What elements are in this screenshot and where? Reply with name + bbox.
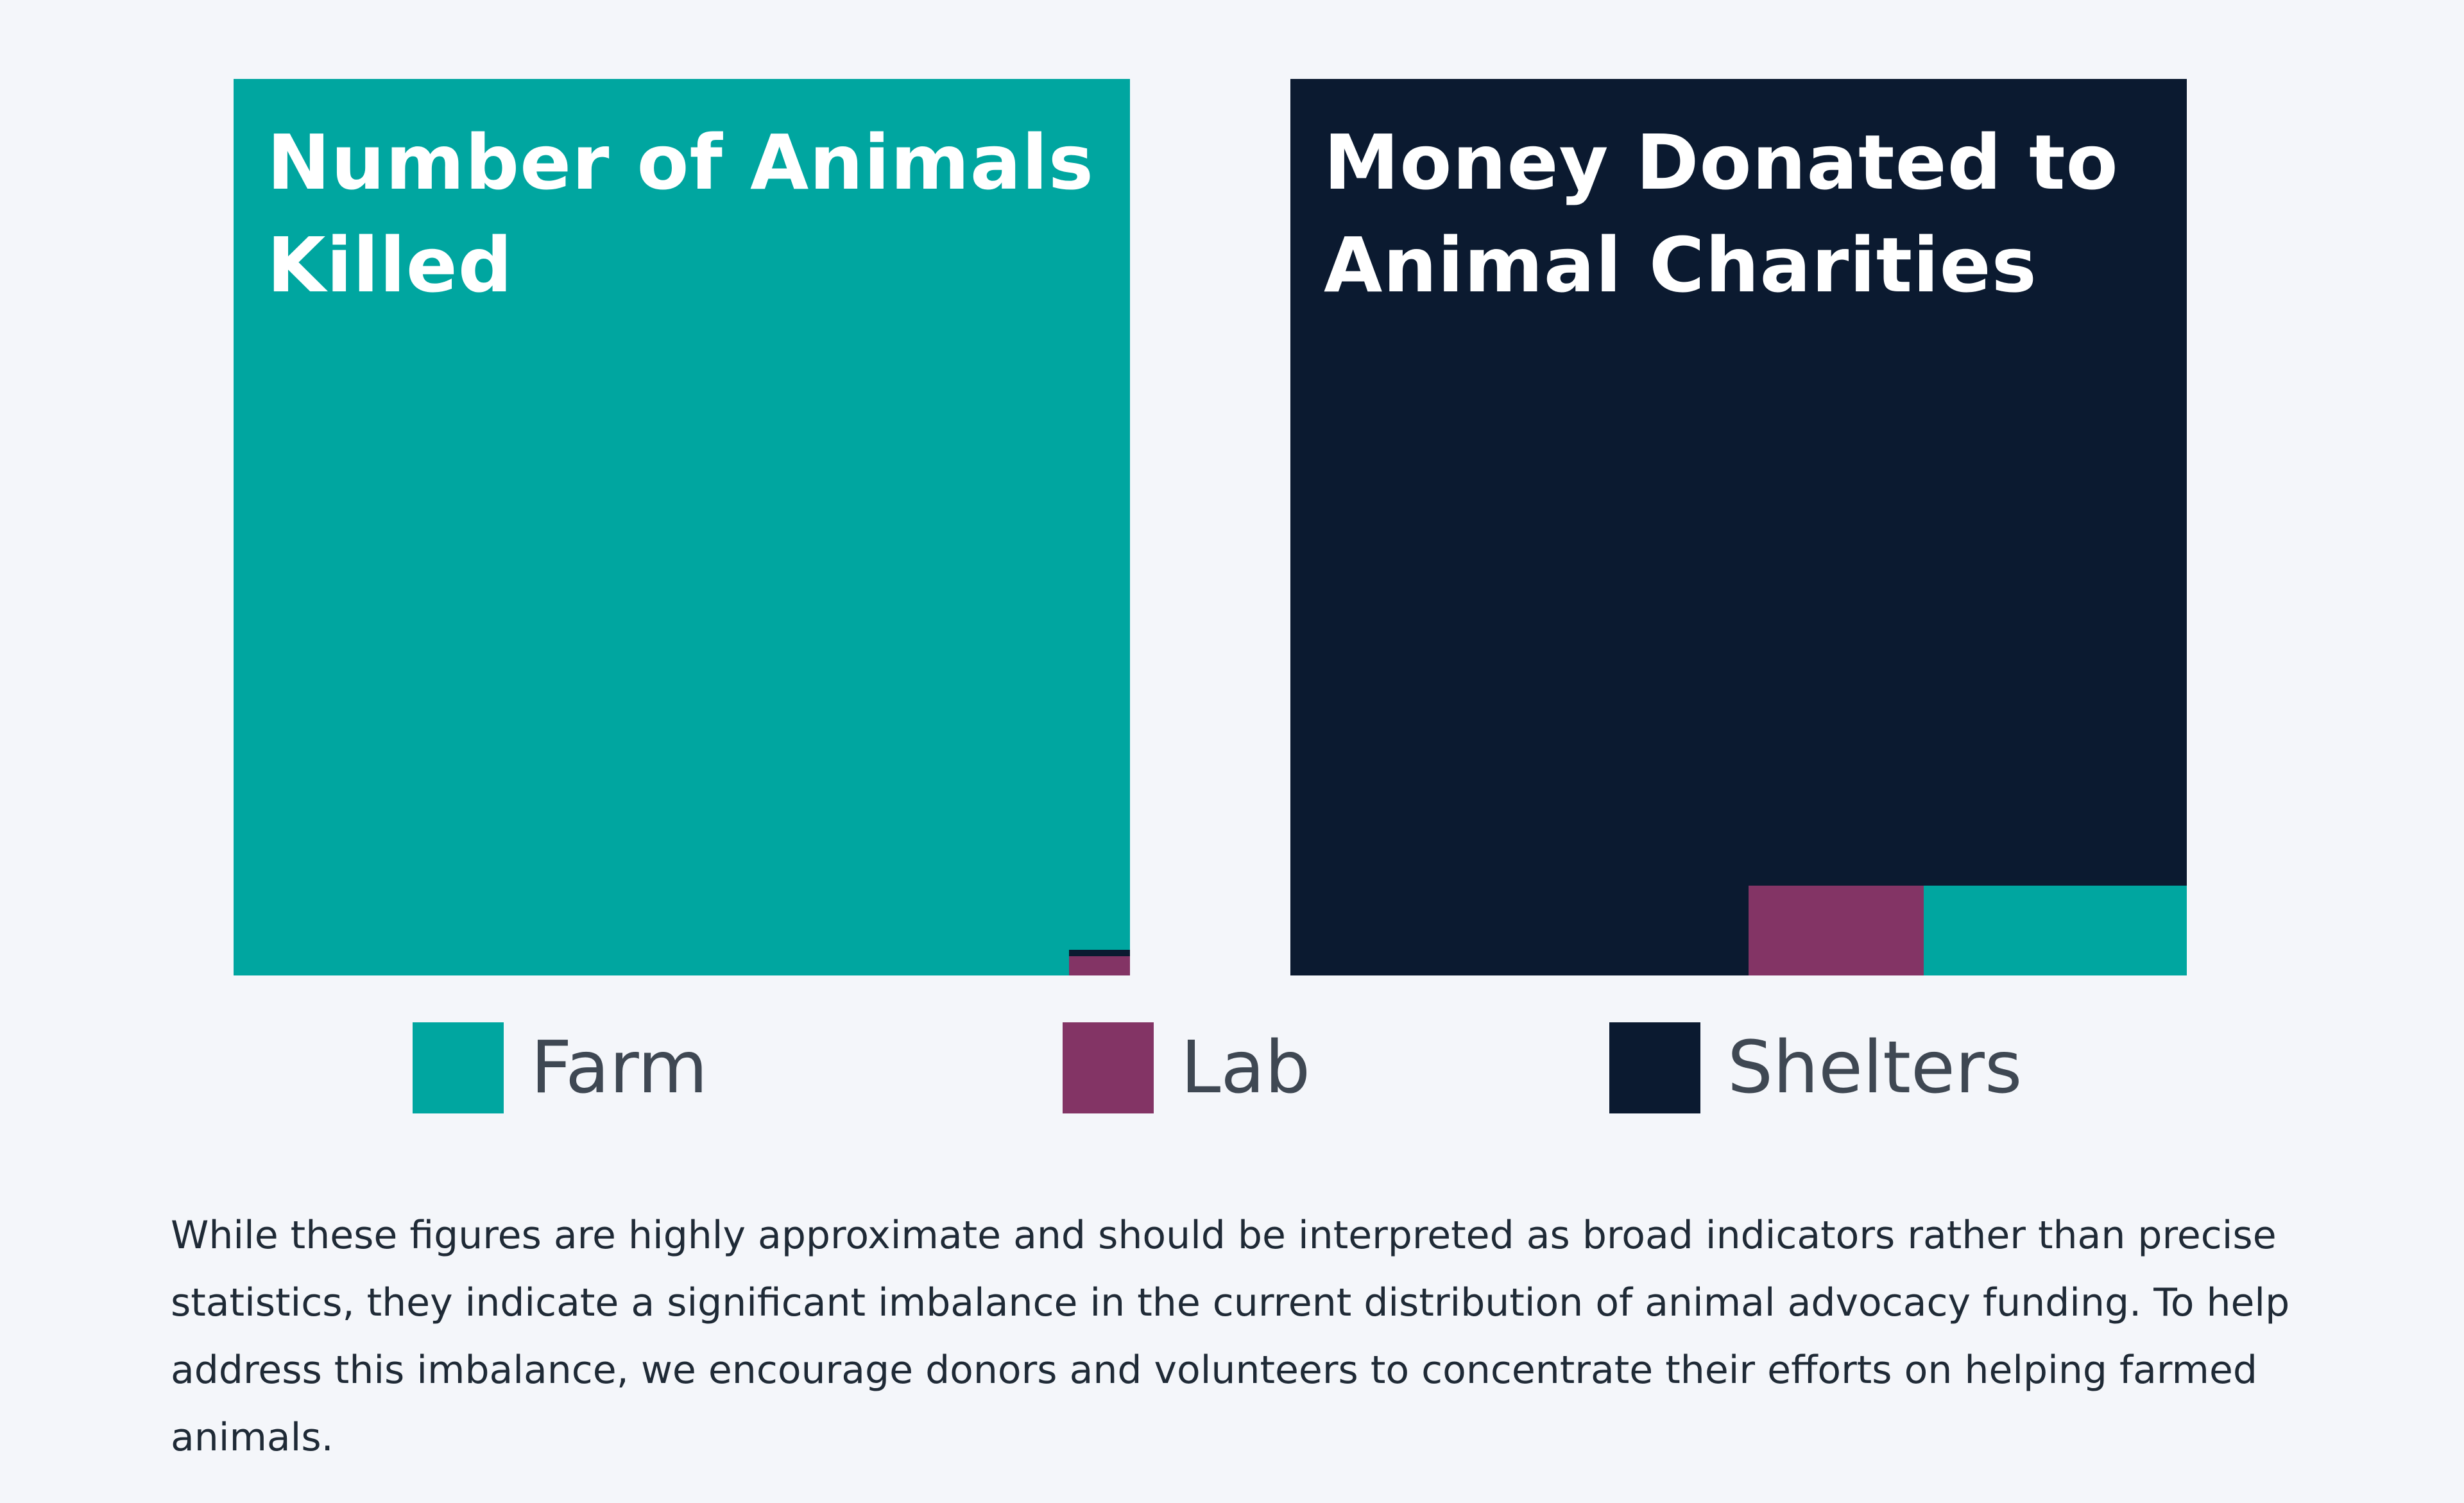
- money-donated-title: Money Donated to Animal Charities: [1324, 118, 2119, 309]
- legend-label-lab: Lab: [1181, 1026, 1311, 1110]
- treemap-cell-farm: [1923, 886, 2187, 975]
- legend-swatch-shelters: [1609, 1022, 1700, 1113]
- animals-killed-chart: Number of Animals Killed: [234, 79, 1130, 975]
- legend-item-lab: Lab: [1063, 1022, 1310, 1113]
- money-donated-chart: Money Donated to Animal Charities: [1290, 79, 2187, 975]
- animals-killed-title: Number of Animals Killed: [267, 118, 1095, 309]
- legend-item-shelters: Shelters: [1609, 1022, 2022, 1113]
- treemap-cell-shelters: [1290, 79, 2187, 975]
- treemap-cell-shelters: [1069, 950, 1130, 956]
- legend-label-farm: Farm: [531, 1026, 708, 1110]
- treemap-cell-lab: [1748, 886, 1924, 975]
- legend-swatch-lab: [1063, 1022, 1154, 1113]
- treemap-cell-farm: [234, 79, 1130, 975]
- legend-item-farm: Farm: [413, 1022, 708, 1113]
- legend-label-shelters: Shelters: [1727, 1026, 2023, 1110]
- treemap-cell-lab: [1069, 956, 1130, 975]
- legend-swatch-farm: [413, 1022, 504, 1113]
- explanatory-note: While these figures are highly approxima…: [171, 1213, 2290, 1460]
